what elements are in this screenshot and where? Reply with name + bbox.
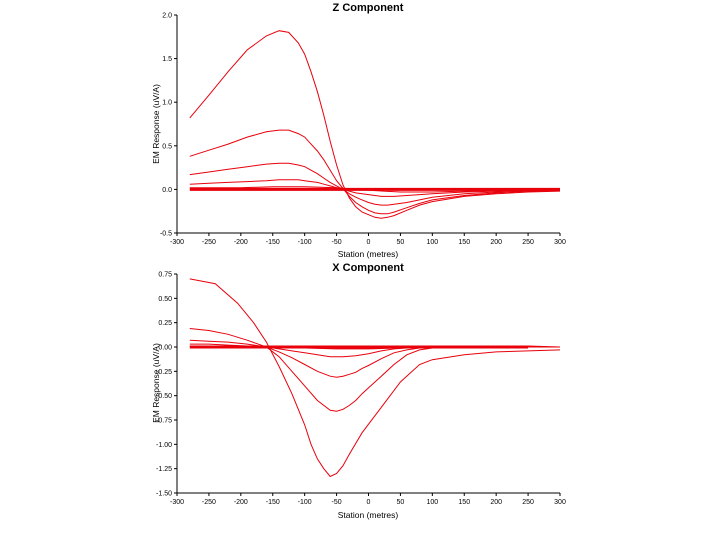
x-tick-label: -300	[170, 239, 184, 246]
z-component-chart: Z Component EM Response (uV/A) Station (…	[151, 2, 566, 259]
x-tick-label: 0	[367, 499, 371, 506]
x-tick-label: 50	[397, 239, 405, 246]
y-tick-label: -0.50	[156, 393, 172, 400]
x-tick-label: -100	[298, 239, 312, 246]
chart-title: Z Component	[333, 2, 404, 14]
y-tick-label: 1.5	[162, 56, 172, 63]
chart-title: X Component	[332, 262, 404, 274]
y-tick-label: -0.75	[156, 418, 172, 425]
y-tick-label: 0.25	[158, 320, 172, 327]
x-tick-label: 50	[397, 499, 405, 506]
x-tick-label: 150	[458, 239, 470, 246]
x-component-chart: X Component EM Response (uV/A) Station (…	[151, 262, 566, 520]
x-tick-label: 150	[458, 499, 470, 506]
y-tick-label: 0.5	[162, 143, 172, 150]
x-tick-label: 200	[490, 499, 502, 506]
x-tick-label: 0	[367, 239, 371, 246]
y-axis-label: EM Response (uV/A)	[151, 84, 161, 164]
y-tick-label: 0.75	[158, 272, 172, 279]
series-line-3	[189, 162, 561, 206]
x-tick-label: -100	[298, 499, 312, 506]
x-tick-label: 300	[554, 239, 566, 246]
x-axis-label: Station (metres)	[338, 249, 399, 259]
y-tick-label: 2.0	[162, 13, 172, 20]
series-line-1	[189, 278, 561, 478]
x-tick-label: -200	[234, 499, 248, 506]
y-tick-label: -1.25	[156, 466, 172, 473]
x-tick-label: -150	[266, 239, 280, 246]
x-tick-label: -300	[170, 499, 184, 506]
x-tick-label: 200	[490, 239, 502, 246]
x-tick-label: -250	[202, 239, 216, 246]
series-line-2	[189, 328, 560, 412]
y-axis-label: EM Response (uV/A)	[151, 343, 161, 423]
x-tick-label: -200	[234, 239, 248, 246]
y-tick-label: -1.50	[156, 491, 172, 498]
x-tick-label: 300	[554, 499, 566, 506]
x-tick-label: -250	[202, 499, 216, 506]
x-tick-label: -50	[332, 499, 342, 506]
y-tick-label: -0.5	[160, 231, 172, 238]
y-tick-label: -1.00	[156, 442, 172, 449]
x-tick-label: 250	[522, 239, 534, 246]
x-axis-label: Station (metres)	[338, 510, 399, 520]
x-tick-label: 100	[426, 239, 438, 246]
y-tick-label: -0.25	[156, 369, 172, 376]
y-tick-label: 1.0	[162, 100, 172, 107]
x-tick-label: -150	[266, 499, 280, 506]
y-tick-label: 0.50	[158, 296, 172, 303]
y-tick-label: 0.00	[158, 345, 172, 352]
x-tick-label: 100	[426, 499, 438, 506]
x-tick-label: -50	[332, 239, 342, 246]
x-tick-label: 250	[522, 499, 534, 506]
y-tick-label: 0.0	[162, 187, 172, 194]
series-line-2	[189, 129, 561, 215]
